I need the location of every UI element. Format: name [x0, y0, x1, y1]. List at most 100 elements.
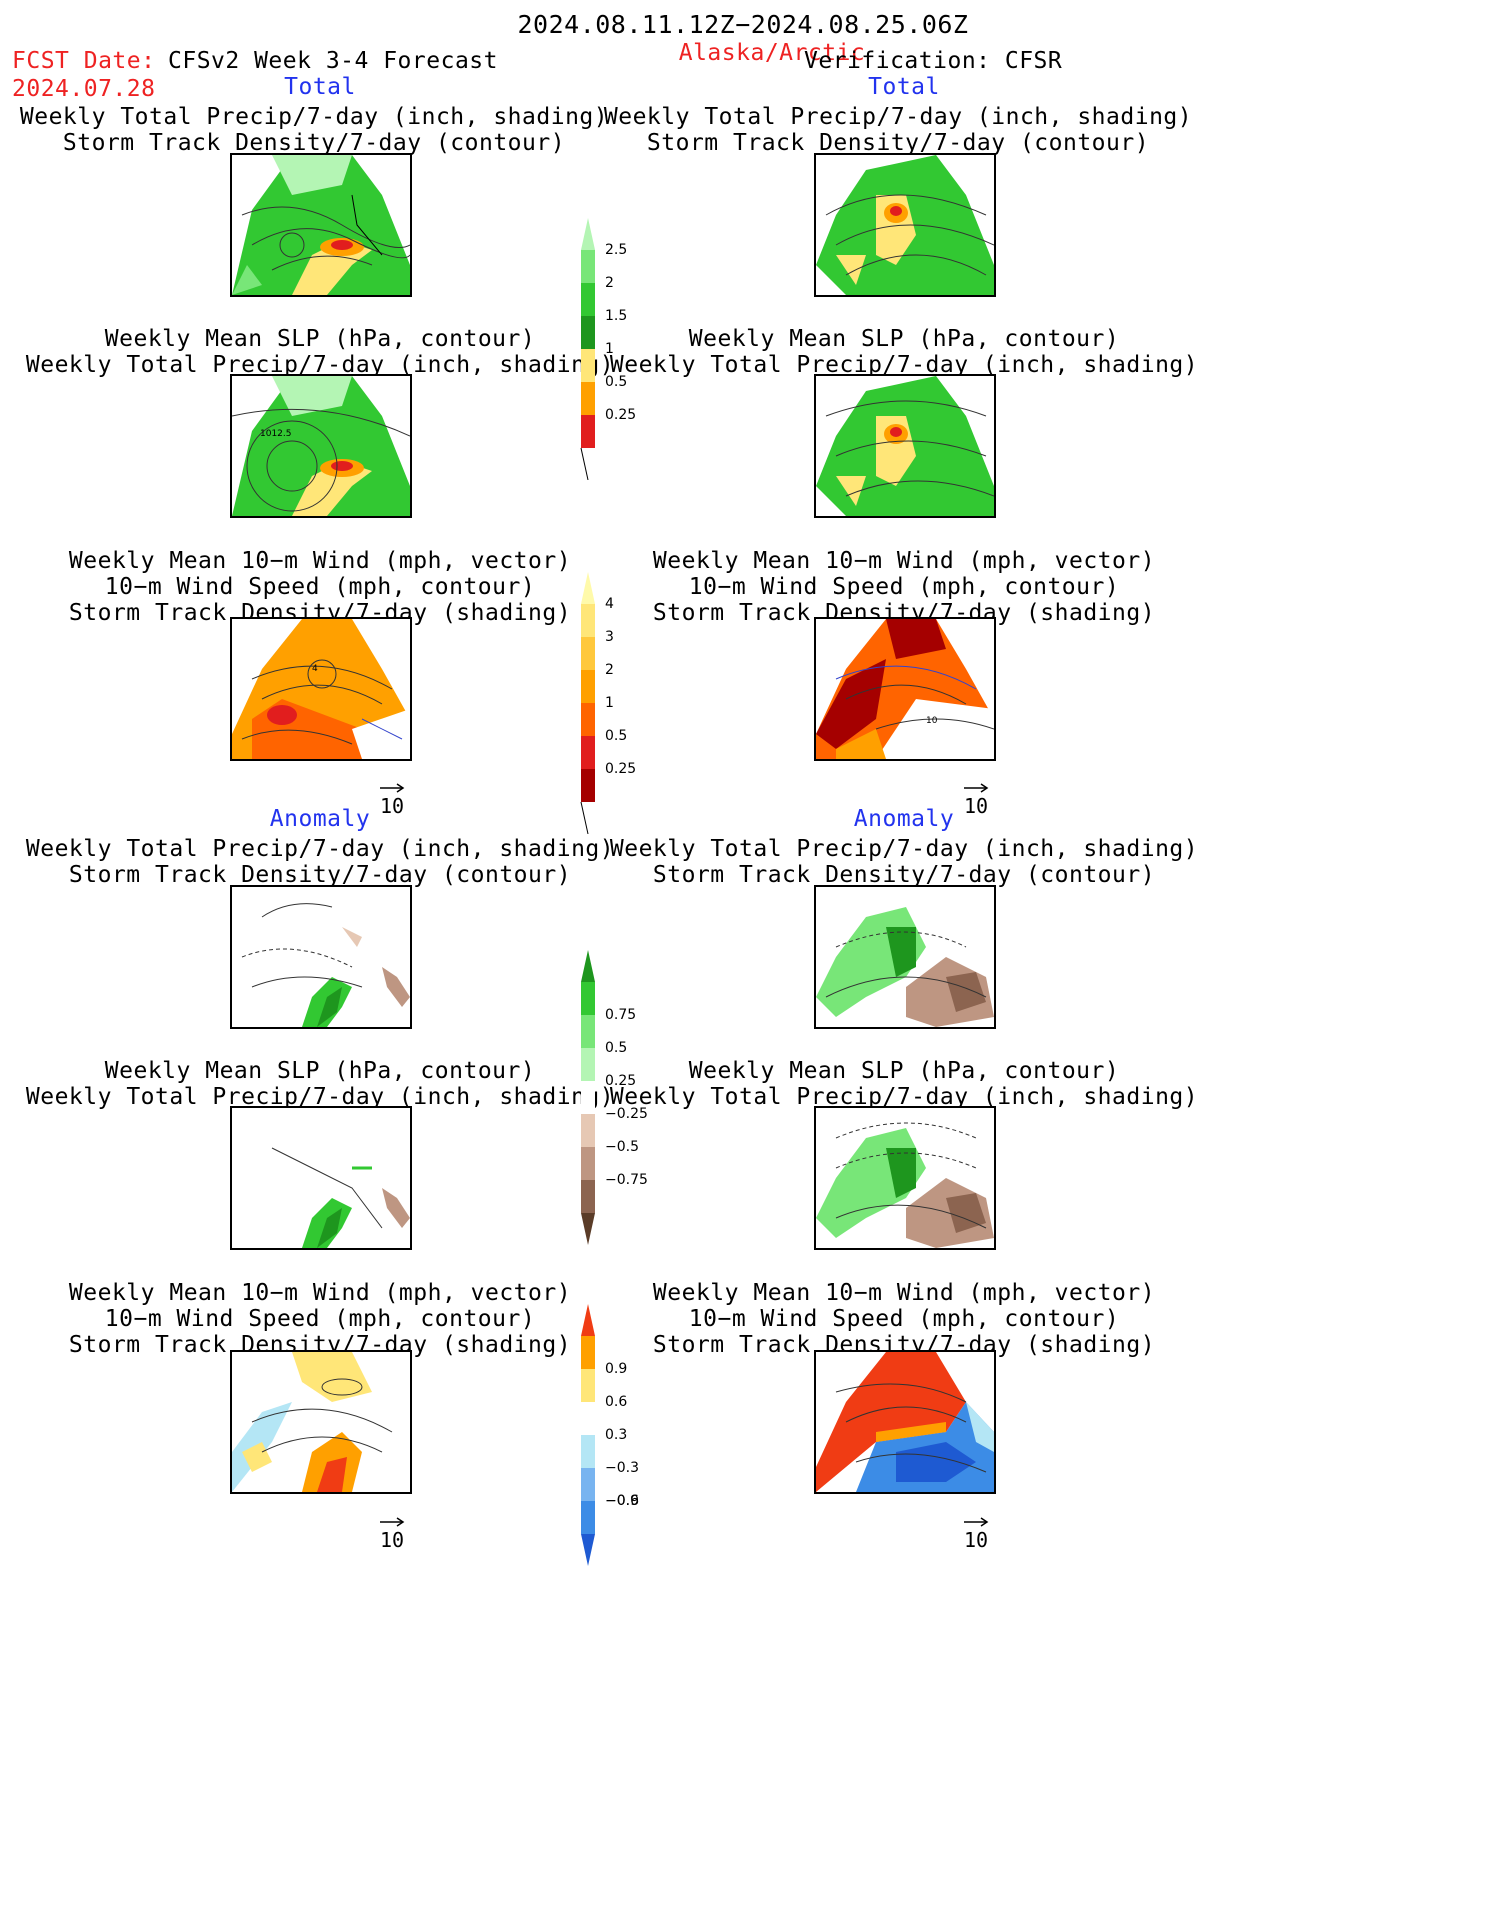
colorbar-segment [581, 415, 595, 448]
colorbar-segment [581, 349, 595, 382]
panel-title-line: Storm Track Density/7-day (contour) [68, 862, 572, 888]
map-slp-precip-total-fcst: 1012.5 [230, 374, 412, 518]
colorbar-segment [581, 769, 595, 802]
colorbar-svg [580, 572, 595, 835]
colorbar-segment [581, 982, 595, 1015]
colorbar-storm-total: 4 3 2 1 0.5 0.25 [580, 572, 636, 838]
colorbar-top-triangle [581, 218, 595, 250]
panel-title-line: Weekly Mean 10−m Wind (mph, vector) [652, 548, 1156, 574]
panel-title-line: Weekly Total Precip/7-day (inch, shading… [609, 1084, 1199, 1110]
colorbar-bottom-line [580, 447, 589, 481]
panel-title-line: Storm Track Density/7-day (contour) [646, 130, 1150, 156]
colorbar-segment [581, 1048, 595, 1081]
map-slp-precip-total-verif [814, 374, 996, 518]
panel-title-line: Weekly Total Precip/7-day (inch, shading… [19, 104, 609, 130]
colorbar-tick-label: 0.6 [605, 1394, 628, 1410]
colorbar-segment [581, 283, 595, 316]
colorbar-tick-label: 2.5 [605, 242, 628, 258]
colorbar-svg [581, 950, 595, 1245]
panel-title-line: Weekly Mean SLP (hPa, contour) [688, 1058, 1120, 1084]
map-precip-storm-total-verif [814, 153, 996, 297]
panel-title-line: Weekly Mean 10−m Wind (mph, vector) [68, 548, 572, 574]
panel-title-l6: Weekly Mean 10−m Wind (mph, vector) 10−m… [69, 1280, 571, 1358]
colorbar-precip-total: 2.5 2 1.5 1 0.5 0.25 [580, 218, 636, 484]
panel-title-line: Weekly Mean SLP (hPa, contour) [104, 326, 536, 352]
fcst-label: FCST Date: [12, 48, 156, 74]
colorbar-bottom-line [580, 801, 589, 835]
colorbar-tick-label: −0.6 [605, 1493, 639, 1509]
colorbar-tick-label: 0.5 [605, 728, 628, 744]
colorbar-top-triangle [581, 1304, 595, 1336]
colorbar-bottom-triangle [581, 1534, 595, 1566]
colorbar-segment [581, 1180, 595, 1213]
period-title: 2024.08.11.12Z−2024.08.25.06Z [517, 10, 969, 39]
colorbar-tick-label: 4 [605, 596, 614, 612]
colorbar-segment [581, 1501, 595, 1534]
panel-title-line: 10−m Wind Speed (mph, contour) [104, 1306, 536, 1332]
panel-title-line: Weekly Total Precip/7-day (inch, shading… [25, 836, 615, 862]
colorbar-tick-label: −0.3 [605, 1460, 639, 1476]
colorbar-segment [581, 1114, 595, 1147]
colorbar-tick-label: −0.5 [605, 1139, 639, 1155]
panel-title-line: Weekly Mean SLP (hPa, contour) [104, 1058, 536, 1084]
panel-title-r1: Weekly Total Precip/7-day (inch, shading… [604, 104, 1192, 156]
colorbar-tick-label: 0.5 [605, 374, 628, 390]
panel-title-l3: Weekly Mean 10−m Wind (mph, vector) 10−m… [69, 548, 571, 626]
map-wind-anom-verif [814, 1350, 996, 1494]
vector-arrow-icon [380, 1517, 405, 1527]
colorbar-segment [581, 1147, 595, 1180]
colorbar-segment [581, 1435, 595, 1468]
colorbar-tick-label: −0.25 [605, 1106, 648, 1122]
colorbar-svg [580, 218, 595, 481]
wind-contour-label: 4 [312, 664, 318, 674]
region-title: Alaska/Arctic [678, 40, 866, 66]
vector-arrow-icon [964, 1517, 989, 1527]
panel-title-line: Weekly Mean 10−m Wind (mph, vector) [652, 1280, 1156, 1306]
colorbar-top-triangle [581, 950, 595, 982]
panel-title-r3: Weekly Mean 10−m Wind (mph, vector) 10−m… [653, 548, 1155, 626]
colorbar-segment [581, 670, 595, 703]
colorbar-bottom-triangle [581, 1213, 595, 1245]
colorbar-segment [581, 1336, 595, 1369]
panel-title-l2: Weekly Mean SLP (hPa, contour) Weekly To… [26, 326, 614, 378]
verification-title: Verification: CFSR [804, 48, 1063, 74]
map-wind-total-fcst: 4 [230, 617, 412, 761]
colorbar-tick-label: 2 [605, 662, 614, 678]
panel-title-r4: Weekly Total Precip/7-day (inch, shading… [610, 836, 1198, 888]
vector-arrow-icon [380, 783, 405, 793]
panel-title-line: 10−m Wind Speed (mph, contour) [104, 574, 536, 600]
colorbar-tick-label: 0.75 [605, 1007, 637, 1023]
panel-title-line: 10−m Wind Speed (mph, contour) [688, 574, 1120, 600]
colorbar-precip-anom: 0.75 0.5 0.25 −0.25 −0.5 −0.75 [580, 950, 648, 1249]
panel-title-line: 10−m Wind Speed (mph, contour) [688, 1306, 1120, 1332]
panel-title-line: Storm Track Density/7-day (contour) [652, 862, 1156, 888]
map-slp-precip-anom-fcst [230, 1106, 412, 1250]
map-slp-precip-anom-verif [814, 1106, 996, 1250]
panel-title-l5: Weekly Mean SLP (hPa, contour) Weekly To… [26, 1058, 614, 1110]
colorbar-tick-label: −0.9 [605, 1493, 639, 1509]
colorbar-storm-anom: 0.9 0.6 0.3 −0.3 −0.6 −0.9 [580, 1304, 639, 1570]
fcst-date: 2024.07.28 [12, 76, 156, 102]
colorbar-tick-label: 0.9 [605, 1361, 628, 1377]
colorbar-segment [581, 604, 595, 637]
map-wind-total-verif: 10 [814, 617, 996, 761]
colorbar-segment [581, 637, 595, 670]
colorbar-segment [581, 736, 595, 769]
panel-title-r6: Weekly Mean 10−m Wind (mph, vector) 10−m… [653, 1280, 1155, 1358]
panel-title-r2: Weekly Mean SLP (hPa, contour) Weekly To… [610, 326, 1198, 378]
colorbar-segment [581, 1402, 595, 1435]
colorbar-segment [581, 250, 595, 283]
colorbar-tick-label: 1 [605, 695, 614, 711]
section-total-left: Total [284, 74, 356, 100]
colorbar-segment [581, 1081, 595, 1114]
colorbar-segment [581, 1369, 595, 1402]
vector-arrow-icon [964, 783, 989, 793]
panel-title-l1: Weekly Total Precip/7-day (inch, shading… [20, 104, 608, 156]
colorbar-tick-label: 0.25 [605, 407, 637, 423]
map-precip-storm-total-fcst [230, 153, 412, 297]
vector-reference-l6: 10 [378, 1510, 406, 1550]
colorbar-segment [581, 316, 595, 349]
section-anomaly-left: Anomaly [269, 806, 371, 832]
colorbar-segment [581, 1015, 595, 1048]
panel-title-line: Weekly Total Precip/7-day (inch, shading… [25, 1084, 615, 1110]
